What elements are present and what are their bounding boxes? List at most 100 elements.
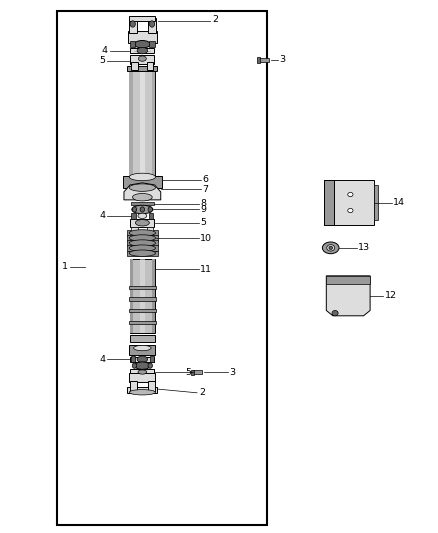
FancyBboxPatch shape: [148, 18, 156, 33]
FancyBboxPatch shape: [127, 245, 158, 251]
FancyBboxPatch shape: [131, 369, 154, 375]
Text: 12: 12: [385, 292, 396, 300]
Ellipse shape: [327, 245, 335, 251]
Ellipse shape: [138, 213, 147, 219]
FancyBboxPatch shape: [129, 373, 155, 382]
Ellipse shape: [149, 21, 155, 27]
Text: 9: 9: [200, 205, 206, 214]
Text: 14: 14: [393, 198, 405, 207]
FancyBboxPatch shape: [150, 356, 154, 362]
FancyBboxPatch shape: [326, 276, 370, 285]
Ellipse shape: [130, 21, 135, 27]
FancyBboxPatch shape: [131, 213, 136, 219]
FancyBboxPatch shape: [131, 201, 154, 205]
Text: 10: 10: [200, 234, 212, 243]
Ellipse shape: [132, 205, 153, 214]
Ellipse shape: [134, 41, 150, 48]
FancyBboxPatch shape: [131, 227, 138, 234]
Ellipse shape: [137, 356, 148, 362]
Text: 6: 6: [202, 175, 208, 184]
Ellipse shape: [137, 47, 148, 54]
FancyBboxPatch shape: [130, 259, 155, 333]
FancyBboxPatch shape: [129, 18, 137, 33]
Text: 3: 3: [230, 368, 236, 376]
Text: 5: 5: [200, 219, 206, 227]
FancyBboxPatch shape: [149, 41, 155, 47]
FancyBboxPatch shape: [129, 70, 133, 177]
FancyBboxPatch shape: [324, 180, 374, 225]
FancyBboxPatch shape: [131, 357, 154, 362]
FancyBboxPatch shape: [131, 62, 138, 70]
Ellipse shape: [129, 250, 155, 256]
Text: 4: 4: [99, 355, 105, 364]
FancyBboxPatch shape: [127, 240, 158, 246]
FancyBboxPatch shape: [147, 227, 153, 234]
Text: 2: 2: [199, 389, 205, 397]
FancyBboxPatch shape: [129, 309, 156, 312]
Ellipse shape: [135, 220, 149, 226]
FancyBboxPatch shape: [374, 185, 378, 220]
FancyBboxPatch shape: [127, 387, 157, 393]
Ellipse shape: [129, 235, 155, 241]
Text: 8: 8: [200, 199, 206, 208]
FancyBboxPatch shape: [140, 70, 145, 177]
Ellipse shape: [140, 207, 145, 212]
Ellipse shape: [134, 345, 151, 351]
FancyBboxPatch shape: [127, 176, 157, 182]
FancyBboxPatch shape: [130, 41, 135, 47]
Ellipse shape: [332, 310, 338, 316]
Text: 5: 5: [99, 56, 105, 65]
FancyBboxPatch shape: [140, 259, 145, 333]
FancyBboxPatch shape: [129, 297, 156, 301]
Ellipse shape: [348, 208, 353, 213]
FancyBboxPatch shape: [130, 335, 155, 342]
FancyBboxPatch shape: [127, 230, 158, 236]
Ellipse shape: [348, 192, 353, 197]
FancyBboxPatch shape: [128, 31, 156, 43]
FancyBboxPatch shape: [149, 213, 153, 219]
Ellipse shape: [148, 363, 152, 368]
FancyBboxPatch shape: [258, 58, 269, 62]
Ellipse shape: [129, 245, 155, 252]
Text: 4: 4: [101, 46, 107, 55]
Text: 11: 11: [200, 265, 212, 273]
FancyBboxPatch shape: [191, 370, 194, 375]
FancyBboxPatch shape: [257, 57, 260, 63]
FancyBboxPatch shape: [324, 180, 334, 225]
FancyBboxPatch shape: [131, 219, 154, 227]
FancyBboxPatch shape: [193, 370, 202, 374]
FancyBboxPatch shape: [129, 321, 156, 324]
Ellipse shape: [132, 193, 152, 201]
Ellipse shape: [129, 173, 155, 181]
Text: 4: 4: [99, 212, 105, 220]
FancyBboxPatch shape: [131, 48, 154, 53]
FancyBboxPatch shape: [129, 70, 155, 177]
Ellipse shape: [329, 246, 332, 249]
Ellipse shape: [132, 363, 137, 368]
Polygon shape: [124, 183, 161, 200]
FancyBboxPatch shape: [131, 356, 135, 362]
FancyBboxPatch shape: [127, 236, 158, 241]
FancyBboxPatch shape: [57, 11, 267, 525]
FancyBboxPatch shape: [130, 259, 133, 333]
Ellipse shape: [129, 240, 155, 246]
FancyBboxPatch shape: [130, 381, 137, 391]
FancyBboxPatch shape: [127, 251, 158, 256]
Ellipse shape: [134, 362, 150, 369]
Ellipse shape: [148, 207, 152, 212]
Ellipse shape: [129, 230, 155, 236]
FancyBboxPatch shape: [129, 345, 155, 355]
Text: 5: 5: [185, 368, 191, 376]
Ellipse shape: [129, 184, 155, 191]
Ellipse shape: [132, 207, 137, 212]
FancyBboxPatch shape: [152, 70, 155, 177]
FancyBboxPatch shape: [129, 16, 155, 21]
Ellipse shape: [138, 370, 147, 374]
Text: 7: 7: [202, 185, 208, 193]
Ellipse shape: [322, 242, 339, 254]
Polygon shape: [326, 276, 370, 316]
FancyBboxPatch shape: [131, 55, 154, 64]
FancyBboxPatch shape: [127, 66, 157, 71]
FancyBboxPatch shape: [147, 62, 153, 70]
FancyBboxPatch shape: [152, 259, 155, 333]
